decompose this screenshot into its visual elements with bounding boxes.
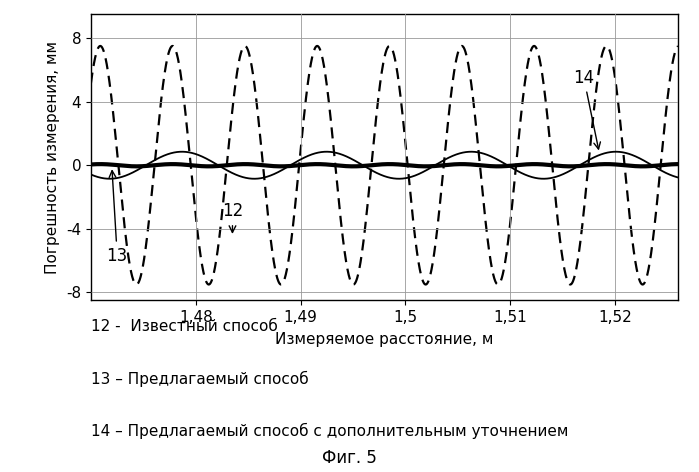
- Text: 13 – Предлагаемый способ: 13 – Предлагаемый способ: [91, 371, 308, 388]
- Text: 12 -  Известный способ: 12 - Известный способ: [91, 319, 278, 334]
- Y-axis label: Погрешность измерения, мм: Погрешность измерения, мм: [45, 41, 61, 274]
- Text: Фиг. 5: Фиг. 5: [322, 449, 377, 467]
- X-axis label: Измеряемое расстояние, м: Измеряемое расстояние, м: [275, 332, 493, 347]
- Text: 13: 13: [106, 171, 128, 265]
- Text: 14: 14: [573, 68, 600, 149]
- Text: 12: 12: [222, 202, 243, 233]
- Text: 14 – Предлагаемый способ с дополнительным уточнением: 14 – Предлагаемый способ с дополнительны…: [91, 423, 568, 439]
